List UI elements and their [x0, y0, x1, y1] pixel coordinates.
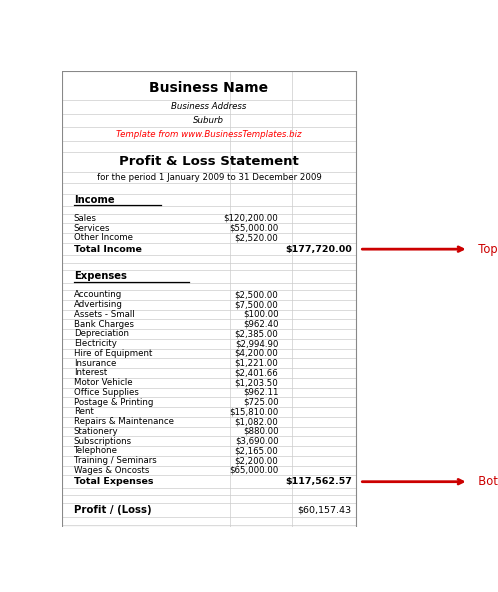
Text: Repairs & Maintenance: Repairs & Maintenance: [74, 417, 174, 426]
Text: Assets - Small: Assets - Small: [74, 310, 134, 319]
Text: Profit & Loss Statement: Profit & Loss Statement: [119, 155, 299, 168]
Text: $120,200.00: $120,200.00: [224, 214, 278, 223]
Text: $880.00: $880.00: [243, 427, 278, 436]
Text: $4,200.00: $4,200.00: [235, 349, 278, 358]
Text: Bank Charges: Bank Charges: [74, 320, 134, 329]
Text: $2,500.00: $2,500.00: [235, 291, 278, 300]
Text: Wages & Oncosts: Wages & Oncosts: [74, 466, 149, 475]
Text: $2,165.00: $2,165.00: [235, 446, 278, 455]
Text: Telephone: Telephone: [74, 446, 118, 455]
Text: $2,520.00: $2,520.00: [235, 233, 278, 243]
Text: Training / Seminars: Training / Seminars: [74, 456, 156, 465]
Text: $2,200.00: $2,200.00: [235, 456, 278, 465]
Text: Postage & Printing: Postage & Printing: [74, 398, 153, 407]
Text: Expenses: Expenses: [74, 272, 126, 281]
Text: Top Line: Top Line: [362, 243, 498, 256]
Text: Depreciation: Depreciation: [74, 330, 129, 339]
Text: Services: Services: [74, 224, 111, 233]
Text: Total Expenses: Total Expenses: [74, 477, 153, 486]
Text: $60,157.43: $60,157.43: [298, 506, 352, 514]
Text: $100.00: $100.00: [243, 310, 278, 319]
Text: $2,385.00: $2,385.00: [235, 330, 278, 339]
Text: Profit / (Loss): Profit / (Loss): [74, 505, 151, 515]
Text: $1,203.50: $1,203.50: [235, 378, 278, 387]
Text: Template from www.BusinessTemplates.biz: Template from www.BusinessTemplates.biz: [116, 130, 302, 139]
Text: $15,810.00: $15,810.00: [229, 407, 278, 417]
Text: $65,000.00: $65,000.00: [229, 466, 278, 475]
Text: $962.40: $962.40: [243, 320, 278, 329]
Text: $177,720.00: $177,720.00: [285, 244, 352, 253]
Text: Income: Income: [74, 195, 115, 205]
Text: $1,221.00: $1,221.00: [235, 359, 278, 368]
Text: Stationery: Stationery: [74, 427, 119, 436]
Text: Accounting: Accounting: [74, 291, 122, 300]
Text: Advertising: Advertising: [74, 300, 123, 309]
Text: Sales: Sales: [74, 214, 97, 223]
Text: Suburb: Suburb: [193, 116, 225, 125]
Text: Interest: Interest: [74, 368, 107, 378]
Text: $2,401.66: $2,401.66: [235, 368, 278, 378]
Text: $1,082.00: $1,082.00: [235, 417, 278, 426]
Text: Bottom Line: Bottom Line: [362, 475, 498, 488]
Text: $7,500.00: $7,500.00: [235, 300, 278, 309]
Text: Motor Vehicle: Motor Vehicle: [74, 378, 132, 387]
Text: Total Income: Total Income: [74, 244, 142, 253]
Text: $117,562.57: $117,562.57: [285, 477, 352, 486]
Text: Business Name: Business Name: [149, 81, 268, 95]
Text: Hire of Equipment: Hire of Equipment: [74, 349, 152, 358]
Text: $962.11: $962.11: [243, 388, 278, 397]
Text: Office Supplies: Office Supplies: [74, 388, 139, 397]
Text: $3,690.00: $3,690.00: [235, 437, 278, 446]
Text: $725.00: $725.00: [243, 398, 278, 407]
Text: Rent: Rent: [74, 407, 94, 417]
Text: $55,000.00: $55,000.00: [229, 224, 278, 233]
Text: Business Address: Business Address: [171, 102, 247, 111]
Text: $2,994.90: $2,994.90: [235, 339, 278, 348]
Text: Electricity: Electricity: [74, 339, 117, 348]
Text: Insurance: Insurance: [74, 359, 116, 368]
Text: Other Income: Other Income: [74, 233, 133, 243]
Text: for the period 1 January 2009 to 31 December 2009: for the period 1 January 2009 to 31 Dece…: [97, 173, 321, 182]
Text: Subscriptions: Subscriptions: [74, 437, 132, 446]
